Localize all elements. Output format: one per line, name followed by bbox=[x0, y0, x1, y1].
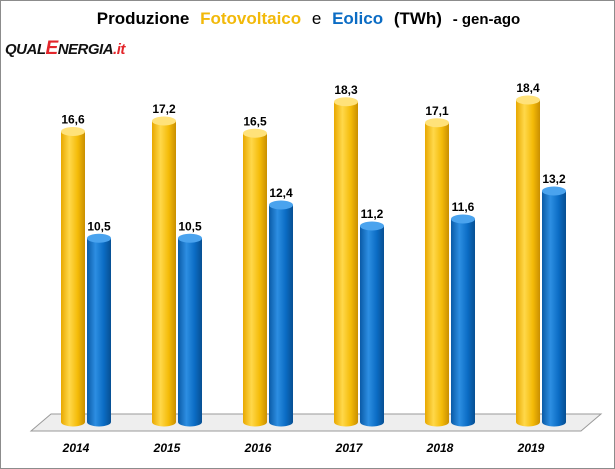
x-tick-label-2014: 2014 bbox=[62, 441, 90, 455]
bar-eolico-2017 bbox=[360, 221, 384, 427]
value-label-eolico-2017: 11,2 bbox=[361, 207, 384, 221]
title-period: - gen-ago bbox=[452, 11, 521, 28]
value-label-fotovoltaico-2015: 17,2 bbox=[152, 102, 176, 116]
chart-floor bbox=[29, 413, 603, 432]
value-label-eolico-2014: 10,5 bbox=[87, 219, 111, 233]
value-label-eolico-2019: 13,2 bbox=[542, 172, 566, 186]
title-unit: (TWh) bbox=[393, 9, 442, 28]
bar-fotovoltaico-2016 bbox=[243, 128, 267, 427]
logo-part2: NERGIA bbox=[57, 41, 114, 58]
title-fotovoltaico: Fotovoltaico bbox=[200, 9, 302, 28]
x-tick-label-2015: 2015 bbox=[153, 441, 181, 455]
x-tick-label-2016: 2016 bbox=[244, 441, 272, 455]
value-label-eolico-2018: 11,6 bbox=[452, 200, 475, 214]
bar-fotovoltaico-2019 bbox=[516, 95, 540, 427]
bar-eolico-2015 bbox=[178, 233, 202, 427]
value-label-eolico-2015: 10,5 bbox=[178, 219, 202, 233]
bar-fotovoltaico-2015 bbox=[152, 116, 176, 427]
logo-big-letter: E bbox=[45, 38, 59, 59]
x-tick-label-2017: 2017 bbox=[335, 441, 364, 455]
bar-eolico-2019 bbox=[542, 186, 566, 427]
value-label-fotovoltaico-2018: 17,1 bbox=[425, 104, 449, 118]
value-label-eolico-2016: 12,4 bbox=[269, 186, 293, 200]
title-conjunction: e bbox=[311, 9, 322, 28]
logo-part1: QUAL bbox=[5, 41, 46, 58]
value-label-fotovoltaico-2019: 18,4 bbox=[516, 81, 540, 95]
bar-fotovoltaico-2017 bbox=[334, 97, 358, 427]
bar-eolico-2018 bbox=[451, 214, 475, 427]
logo-suffix: .it bbox=[113, 41, 125, 58]
title-eolico: Eolico bbox=[332, 9, 384, 28]
bar-eolico-2014 bbox=[87, 233, 111, 427]
chart-title: Produzione Fotovoltaico e Eolico (TWh) -… bbox=[1, 9, 614, 29]
x-tick-label-2019: 2019 bbox=[517, 441, 545, 455]
x-tick-label-2018: 2018 bbox=[426, 441, 454, 455]
bar-fotovoltaico-2018 bbox=[425, 118, 449, 427]
value-label-fotovoltaico-2016: 16,5 bbox=[243, 114, 267, 128]
bar-eolico-2016 bbox=[269, 200, 293, 427]
qualenergia-logo: QUALENERGIA.it bbox=[5, 38, 125, 60]
title-produzione: Produzione bbox=[96, 9, 190, 28]
value-label-fotovoltaico-2017: 18,3 bbox=[334, 83, 358, 97]
bar-fotovoltaico-2014 bbox=[61, 127, 85, 427]
value-label-fotovoltaico-2014: 16,6 bbox=[61, 113, 85, 127]
